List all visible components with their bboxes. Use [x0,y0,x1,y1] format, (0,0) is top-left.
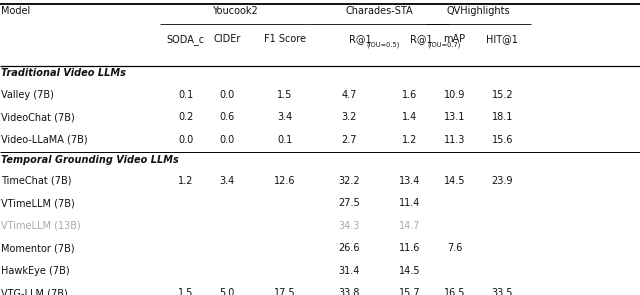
Text: Video-LLaMA (7B): Video-LLaMA (7B) [1,135,88,145]
Text: R@1: R@1 [410,34,432,44]
Text: Temporal Grounding Video LLMs: Temporal Grounding Video LLMs [1,155,179,165]
Text: VTG-LLM (7B): VTG-LLM (7B) [1,288,68,295]
Text: Traditional Video LLMs: Traditional Video LLMs [1,68,126,78]
Text: 14.5: 14.5 [444,176,465,186]
Text: 16.5: 16.5 [444,288,465,295]
Text: SODA_c: SODA_c [166,34,205,45]
Text: 0.0: 0.0 [178,135,193,145]
Text: 14.7: 14.7 [399,221,420,231]
Text: QVHighlights: QVHighlights [447,6,510,16]
Text: VideoChat (7B): VideoChat (7B) [1,112,75,122]
Text: mAP: mAP [444,34,465,44]
Text: 3.4: 3.4 [220,176,235,186]
Text: 7.6: 7.6 [447,243,462,253]
Text: 1.2: 1.2 [178,176,193,186]
Text: 5.0: 5.0 [220,288,235,295]
Text: (IOU=0.7): (IOU=0.7) [428,41,461,48]
Text: 1.2: 1.2 [402,135,417,145]
Text: 11.6: 11.6 [399,243,420,253]
Text: Momentor (7B): Momentor (7B) [1,243,75,253]
Text: (IOU=0.5): (IOU=0.5) [367,41,400,48]
Text: Charades-STA: Charades-STA [346,6,413,16]
Text: 15.6: 15.6 [492,135,513,145]
Text: 1.5: 1.5 [277,90,292,100]
Text: 13.4: 13.4 [399,176,420,186]
Text: 14.5: 14.5 [399,266,420,276]
Text: 34.3: 34.3 [338,221,360,231]
Text: F1 Score: F1 Score [264,34,306,44]
Text: 1.4: 1.4 [402,112,417,122]
Text: R@1: R@1 [349,34,371,44]
Text: 2.7: 2.7 [341,135,356,145]
Text: 11.4: 11.4 [399,198,420,208]
Text: VTimeLLM (7B): VTimeLLM (7B) [1,198,75,208]
Text: 15.7: 15.7 [399,288,420,295]
Text: 15.2: 15.2 [492,90,513,100]
Text: 0.1: 0.1 [178,90,193,100]
Text: 3.2: 3.2 [341,112,356,122]
Text: Model: Model [1,6,31,16]
Text: 0.1: 0.1 [277,135,292,145]
Text: 11.3: 11.3 [444,135,465,145]
Text: 26.6: 26.6 [338,243,360,253]
Text: VTimeLLM (13B): VTimeLLM (13B) [1,221,81,231]
Text: 13.1: 13.1 [444,112,465,122]
Text: Valley (7B): Valley (7B) [1,90,54,100]
Text: 0.2: 0.2 [178,112,193,122]
Text: 12.6: 12.6 [274,176,296,186]
Text: 0.0: 0.0 [220,135,235,145]
Text: Youcook2: Youcook2 [212,6,257,16]
Text: 3.4: 3.4 [277,112,292,122]
Text: 18.1: 18.1 [492,112,513,122]
Text: 0.6: 0.6 [220,112,235,122]
Text: 31.4: 31.4 [338,266,360,276]
Text: TimeChat (7B): TimeChat (7B) [1,176,72,186]
Text: 17.5: 17.5 [274,288,296,295]
Text: 32.2: 32.2 [338,176,360,186]
Text: 4.7: 4.7 [341,90,356,100]
Text: CIDEr: CIDEr [214,34,241,44]
Text: HIT@1: HIT@1 [486,34,518,44]
Text: 0.0: 0.0 [220,90,235,100]
Text: 33.8: 33.8 [338,288,360,295]
Text: 1.5: 1.5 [178,288,193,295]
Text: 10.9: 10.9 [444,90,465,100]
Text: 1.6: 1.6 [402,90,417,100]
Text: 23.9: 23.9 [492,176,513,186]
Text: HawkEye (7B): HawkEye (7B) [1,266,70,276]
Text: 27.5: 27.5 [338,198,360,208]
Text: 33.5: 33.5 [492,288,513,295]
